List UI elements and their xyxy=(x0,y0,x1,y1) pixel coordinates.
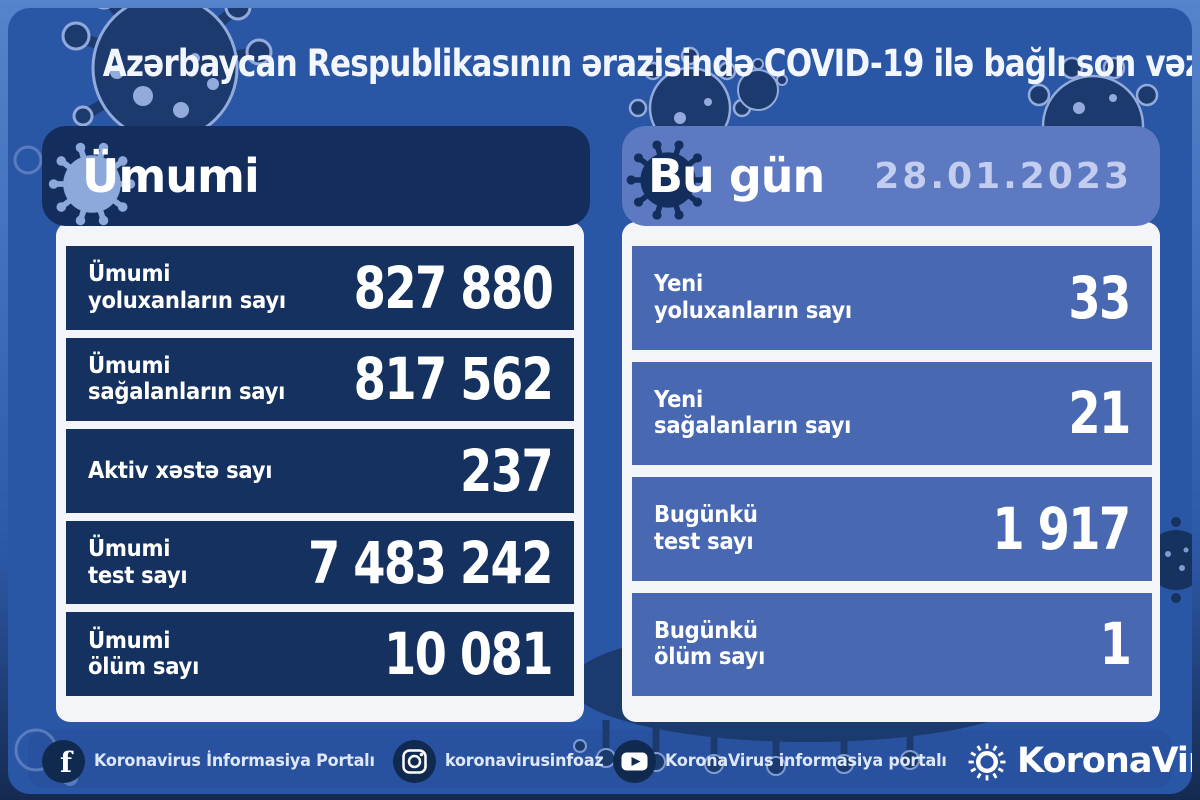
date-label: 28.01.2023 xyxy=(874,155,1132,197)
virus-logo-icon xyxy=(968,743,1006,781)
instagram-label[interactable]: koronavirusinfoaz xyxy=(444,751,604,771)
stat-label: Bugünkü test sayı xyxy=(654,502,758,555)
facebook-icon[interactable]: f xyxy=(42,739,85,783)
stat-label: Ümumi test sayı xyxy=(88,536,188,589)
stat-row: Aktiv xəstə sayı 237 xyxy=(66,429,574,513)
stat-row: Yeni yoluxanların sayı 33 xyxy=(632,246,1152,350)
main-card: Azərbaycan Respublikasının ərazisində CO… xyxy=(8,8,1192,794)
instagram-link[interactable]: koronavirusinfoaz xyxy=(392,739,614,783)
stat-row: Bugünkü test sayı 1 917 xyxy=(632,477,1152,581)
left-panel-title: Ümumi xyxy=(82,149,260,203)
right-panel-title: Bu gün xyxy=(648,149,825,203)
stat-row: Bugünkü ölüm sayı 1 xyxy=(632,592,1152,696)
youtube-link[interactable]: KoronaVirus informasiya portalı xyxy=(613,739,965,783)
svg-text:f: f xyxy=(60,746,74,779)
stat-row: Ümumi test sayı 7 483 242 xyxy=(66,520,574,605)
stat-value: 827 880 xyxy=(353,253,553,322)
instagram-icon[interactable] xyxy=(392,739,436,783)
koronavirus-logo[interactable]: KoronaVirus info xyxy=(965,738,1192,784)
stat-label: Ümumi sağalanların sayı xyxy=(88,352,286,406)
facebook-link[interactable]: f Koronavirus İnformasiya Portalı xyxy=(42,739,393,783)
logo-text[interactable]: KoronaVirus xyxy=(1017,741,1192,781)
page-title: Azərbaycan Respublikasının ərazisində CO… xyxy=(102,42,1192,85)
left-panel-header: Ümumi xyxy=(42,126,590,226)
today-panel: Yeni yoluxanların sayı 33 Yeni sağalanla… xyxy=(622,222,1160,722)
stat-value: 7 483 242 xyxy=(308,528,554,597)
stat-value: 10 081 xyxy=(384,620,554,689)
stat-row: Ümumi ölüm sayı 10 081 xyxy=(66,612,574,696)
stat-value: 237 xyxy=(459,436,554,505)
stat-value: 1 xyxy=(1099,610,1131,679)
stat-value: 817 562 xyxy=(353,345,553,414)
youtube-label[interactable]: KoronaVirus informasiya portalı xyxy=(665,751,948,771)
stat-row: Ümumi yoluxanların sayı 827 880 xyxy=(66,246,574,330)
youtube-icon[interactable] xyxy=(613,739,657,783)
facebook-label[interactable]: Koronavirus İnformasiya Portalı xyxy=(94,751,375,771)
totals-panel: Ümumi yoluxanların sayı 827 880 Ümumi sa… xyxy=(56,222,584,722)
stat-label: Aktiv xəstə sayı xyxy=(88,457,273,484)
stat-value: 1 917 xyxy=(992,494,1132,563)
right-panel-header: Bu gün 28.01.2023 xyxy=(622,126,1160,226)
stat-value: 21 xyxy=(1068,379,1132,448)
stat-label: Ümumi ölüm sayı xyxy=(88,627,200,681)
stat-value: 33 xyxy=(1068,263,1132,332)
stat-label: Yeni yoluxanların sayı xyxy=(654,271,852,324)
stat-label: Bugünkü ölüm sayı xyxy=(654,617,766,671)
footer: f Koronavirus İnformasiya Portalı korona… xyxy=(42,734,1192,788)
stat-label: Yeni sağalanların sayı xyxy=(654,386,852,440)
stat-row: Ümumi sağalanların sayı 817 562 xyxy=(66,337,574,422)
stat-row: Yeni sağalanların sayı 21 xyxy=(632,361,1152,465)
stat-label: Ümumi yoluxanların sayı xyxy=(88,261,286,314)
